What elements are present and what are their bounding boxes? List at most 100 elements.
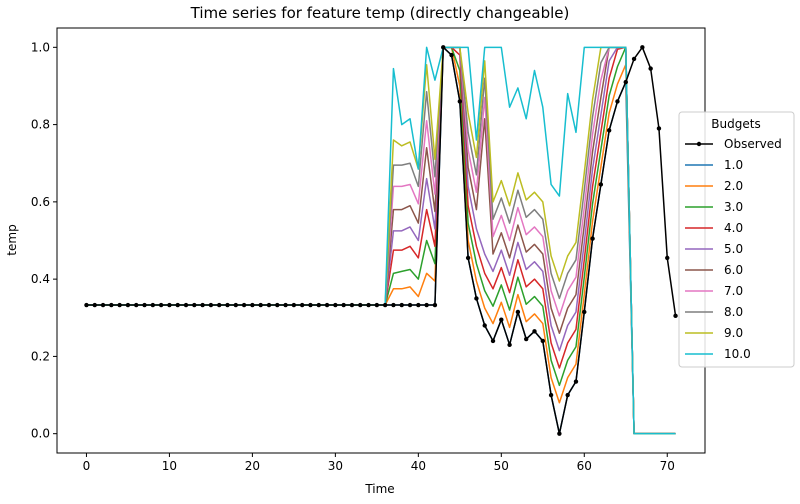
series-observed-point bbox=[665, 255, 670, 261]
series-observed-point bbox=[391, 302, 396, 308]
series-observed-point bbox=[582, 309, 587, 315]
series-observed-point bbox=[565, 392, 570, 398]
series-observed-point bbox=[225, 302, 230, 308]
series-observed-point bbox=[333, 302, 338, 308]
series-observed-point bbox=[465, 255, 471, 261]
series-observed-point bbox=[499, 317, 504, 322]
series-observed-point bbox=[432, 302, 438, 308]
series-observed-point bbox=[100, 302, 106, 308]
x-tick-label: 50 bbox=[494, 459, 509, 473]
series-observed-point bbox=[175, 302, 180, 308]
series-observed-point bbox=[316, 302, 321, 308]
x-tick-label: 0 bbox=[83, 459, 91, 473]
series-observed-point bbox=[590, 236, 595, 241]
chart-title: Time series for feature temp (directly c… bbox=[190, 4, 570, 22]
y-tick-label: 0.6 bbox=[31, 195, 50, 209]
series-observed-point bbox=[407, 302, 413, 308]
y-axis: 0.0 0.2 0.4 0.6 0.8 1.0 bbox=[31, 40, 57, 441]
series-observed-point bbox=[374, 302, 380, 308]
legend-observed-label: Observed bbox=[724, 137, 782, 151]
series-observed-point bbox=[158, 302, 164, 308]
series-observed-point bbox=[515, 309, 521, 315]
legend-4-0-label: 4.0 bbox=[724, 221, 743, 235]
series-observed-point bbox=[217, 302, 222, 308]
legend-3-0-label: 3.0 bbox=[724, 200, 743, 214]
series-observed-point bbox=[598, 182, 604, 187]
legend-1-0-label: 1.0 bbox=[724, 158, 743, 172]
x-axis: 0 10 20 30 40 50 60 70 bbox=[83, 453, 675, 473]
series-observed-point bbox=[200, 302, 205, 308]
series-observed-point bbox=[640, 45, 645, 50]
series-observed-point bbox=[631, 56, 637, 62]
legend-7-0-label: 7.0 bbox=[724, 284, 743, 298]
series-observed-point bbox=[192, 302, 197, 308]
series-observed-point bbox=[241, 302, 247, 308]
series-4-0-line bbox=[86, 46, 676, 435]
legend-5-0-label: 5.0 bbox=[724, 242, 743, 256]
legend-8-0-label: 8.0 bbox=[724, 305, 743, 319]
series-observed-point bbox=[275, 302, 280, 308]
series-observed-point bbox=[109, 302, 114, 308]
series-observed-point bbox=[258, 302, 263, 308]
legend-9-0-label: 9.0 bbox=[724, 326, 743, 340]
x-axis-label: Time bbox=[364, 482, 394, 496]
series-observed-point bbox=[548, 392, 554, 398]
series-observed-point bbox=[399, 302, 404, 308]
legend-10-0-label: 10.0 bbox=[724, 347, 751, 361]
series-observed-point bbox=[623, 79, 628, 85]
series-observed-point bbox=[424, 302, 429, 308]
series-observed-point bbox=[482, 323, 487, 328]
series-observed-point bbox=[457, 99, 463, 104]
legend-title: Budgets bbox=[711, 117, 760, 131]
series-observed-point bbox=[150, 302, 156, 308]
series-observed-point bbox=[606, 128, 612, 133]
series-observed-point bbox=[532, 329, 537, 334]
series-observed-point bbox=[673, 313, 678, 319]
series-observed-point bbox=[142, 302, 147, 308]
y-tick-label: 0.2 bbox=[31, 349, 50, 363]
series-observed-point bbox=[183, 302, 189, 308]
series-observed-point bbox=[283, 302, 288, 308]
series-observed-point bbox=[167, 302, 172, 308]
series-observed-point bbox=[474, 296, 479, 301]
legend-6-0-label: 6.0 bbox=[724, 263, 743, 277]
series-observed-point bbox=[449, 52, 454, 58]
x-tick-label: 30 bbox=[328, 459, 343, 473]
series-observed-point bbox=[540, 338, 545, 344]
y-tick-label: 0.8 bbox=[31, 118, 50, 132]
series-observed-point bbox=[573, 379, 579, 384]
series-observed-point bbox=[250, 302, 255, 308]
x-tick-label: 20 bbox=[245, 459, 260, 473]
series-observed-point bbox=[358, 302, 363, 308]
series-observed-point bbox=[648, 66, 653, 71]
x-tick-label: 70 bbox=[660, 459, 675, 473]
legend: Budgets Observed 1.0 2.0 3.0 4.0 5.0 6.0 7.0 8.0… bbox=[678, 111, 795, 368]
series-observed-point bbox=[507, 342, 512, 348]
legend-box bbox=[678, 111, 795, 368]
y-tick-label: 1.0 bbox=[31, 40, 50, 54]
series-observed-point bbox=[266, 302, 272, 308]
x-tick-label: 40 bbox=[411, 459, 426, 473]
series-observed-point bbox=[324, 302, 330, 308]
series-observed-point bbox=[299, 302, 305, 308]
series-observed-point bbox=[84, 302, 89, 308]
series-observed-point bbox=[523, 336, 529, 342]
series-observed-point bbox=[291, 302, 297, 308]
series-observed-point bbox=[382, 302, 388, 308]
series-observed-point bbox=[117, 302, 122, 308]
x-tick-label: 60 bbox=[577, 459, 592, 473]
legend-2-0-label: 2.0 bbox=[724, 179, 743, 193]
y-tick-label: 0.0 bbox=[31, 427, 50, 441]
series-observed-point bbox=[308, 302, 313, 308]
series-observed-point bbox=[349, 302, 355, 308]
series-observed-point bbox=[416, 302, 421, 308]
series-observed-point bbox=[656, 126, 662, 131]
legend-observed-marker bbox=[696, 141, 702, 147]
series-observed-point bbox=[233, 302, 239, 308]
series-observed-point bbox=[341, 302, 346, 308]
y-axis-label: temp bbox=[5, 224, 19, 255]
x-tick-label: 10 bbox=[162, 459, 177, 473]
series-observed-point bbox=[366, 302, 371, 308]
